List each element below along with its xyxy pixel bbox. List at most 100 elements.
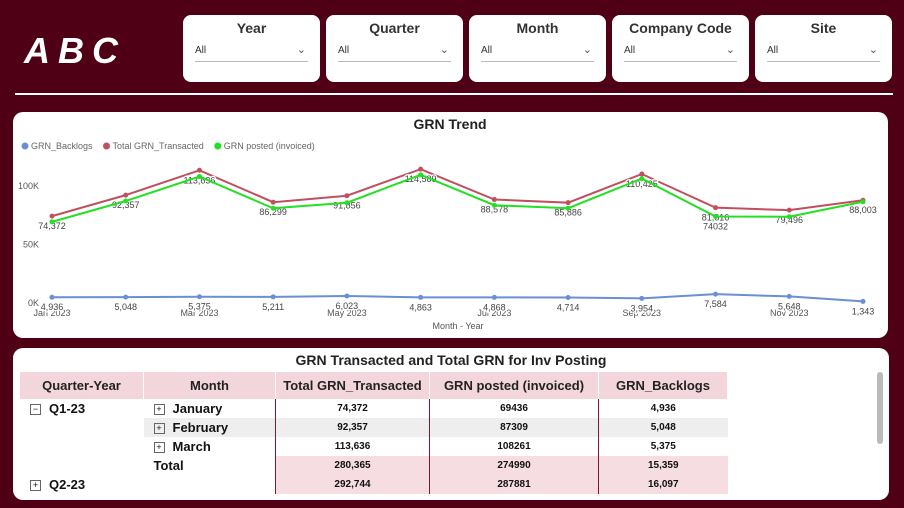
data-point	[123, 192, 129, 198]
cell-text: 274990	[497, 460, 531, 471]
data-point	[270, 294, 276, 300]
data-point	[713, 291, 719, 297]
slicer-label: Quarter	[369, 20, 420, 36]
column-header: Total GRN_Transacted	[275, 372, 430, 399]
cell-text: 87309	[500, 422, 528, 433]
text-cell[interactable]: + Q2-23	[20, 475, 144, 494]
data-point	[270, 205, 276, 211]
slicer-label: Month	[516, 20, 559, 36]
expand-toggle[interactable]: +	[153, 442, 165, 453]
slicer[interactable]: Year All ⌄	[183, 15, 320, 82]
data-label: 88,003	[849, 205, 877, 215]
number-cell: 16,097	[598, 475, 728, 494]
slicer-value: All	[195, 45, 207, 56]
cell-text: 74,372	[337, 403, 368, 414]
cell-text: Q1-23	[49, 401, 86, 416]
x-tick-label: Sep 2023	[623, 308, 662, 318]
y-tick-label: 50K	[23, 240, 39, 250]
text-cell	[20, 418, 144, 437]
column-header: Month	[143, 372, 276, 399]
cell-text: January	[172, 401, 223, 416]
data-point	[49, 219, 55, 225]
slicer[interactable]: Quarter All ⌄	[326, 15, 463, 82]
data-point	[786, 214, 792, 220]
data-label: 4,714	[557, 302, 580, 312]
number-cell: 69436	[429, 399, 599, 418]
slicer-dropdown[interactable]: All ⌄	[624, 41, 737, 62]
series-line	[51, 168, 864, 218]
data-label: 4,936	[41, 302, 64, 312]
table-row: Total 280,365 274990 15,359	[20, 456, 728, 475]
table-row: + March 113,636 108261 5,375	[20, 437, 728, 456]
data-label: 86,299	[259, 207, 287, 217]
data-label: 1,343	[852, 306, 875, 316]
chart: GRN Trend 0K 50K 100K Jan 2023 Mar 2023 May 20…	[18, 116, 878, 331]
x-tick-label: Nov 2023	[770, 308, 809, 318]
number-cell: 5,375	[598, 437, 728, 456]
text-cell[interactable]: + January	[144, 399, 276, 418]
data-point	[418, 294, 424, 300]
data-point	[49, 294, 55, 300]
data-point	[713, 214, 719, 220]
data-label: 113,636	[184, 175, 216, 185]
text-cell[interactable]: + March	[144, 437, 276, 456]
slicer-dropdown[interactable]: All ⌄	[338, 41, 451, 62]
legend-label: GRN_Backlogs	[31, 141, 93, 151]
slicer-value: All	[767, 45, 779, 56]
data-point	[639, 171, 645, 177]
text-cell	[20, 456, 144, 475]
divider	[15, 93, 893, 95]
series-line	[51, 173, 864, 223]
data-point	[418, 172, 424, 178]
number-cell: 113,636	[275, 437, 430, 456]
column-header: Quarter-Year	[20, 372, 144, 399]
slicer[interactable]: Company Code All ⌄	[612, 15, 749, 82]
column-header: GRN posted (invoiced)	[429, 372, 599, 399]
scrollbar[interactable]	[877, 372, 883, 444]
cell-text: February	[172, 420, 229, 435]
dropdown-arrow: ⌄	[439, 44, 449, 56]
y-tick-label: 0K	[28, 298, 39, 308]
cell-text: 108261	[497, 441, 531, 452]
x-tick-label: Jul 2023	[477, 308, 511, 318]
data-label: 3,954	[631, 303, 654, 313]
data-point	[565, 200, 571, 206]
data-point	[123, 198, 129, 204]
data-label: 92,357	[112, 200, 140, 210]
header-row: Quarter-Year Month Total GRN_Transacted GRN…	[20, 372, 728, 399]
cell-text: 15,359	[647, 460, 679, 471]
slicer[interactable]: Site All ⌄	[755, 15, 892, 82]
expand-toggle[interactable]: +	[30, 480, 41, 491]
cell-text: 287881	[497, 479, 531, 490]
number-cell: 108261	[429, 437, 599, 456]
number-cell: 74,372	[275, 399, 430, 418]
expand-toggle[interactable]: −	[30, 404, 41, 415]
cell-text: 280,365	[334, 460, 371, 471]
legend-label: GRN posted (invoiced)	[224, 141, 315, 151]
slicer-dropdown[interactable]: All ⌄	[195, 41, 308, 62]
expand-toggle[interactable]: +	[153, 423, 165, 434]
text-cell[interactable]: Total	[144, 456, 276, 475]
data-label: 5,375	[188, 302, 211, 312]
text-cell	[144, 475, 276, 494]
slicer-value: All	[624, 45, 636, 56]
series-line	[51, 293, 864, 303]
text-cell	[20, 437, 144, 456]
slicer-dropdown[interactable]: All ⌄	[481, 41, 594, 62]
data-label: 74,372	[38, 221, 66, 231]
text-cell[interactable]: + February	[143, 418, 276, 437]
expand-toggle[interactable]: +	[153, 404, 165, 415]
slicer-dropdown[interactable]: All ⌄	[767, 41, 880, 62]
x-tick-label: May 2023	[327, 308, 367, 318]
text-cell[interactable]: − Q1-23	[20, 399, 144, 418]
data-point	[491, 197, 497, 203]
data-point	[196, 294, 202, 300]
legend-label: Total GRN_Transacted	[113, 141, 204, 151]
slicer[interactable]: Month All ⌄	[469, 15, 606, 82]
data-point	[270, 199, 276, 205]
data-label: 114,589	[405, 174, 437, 184]
cell-text: March	[172, 439, 211, 454]
cell-text: 92,357	[337, 422, 368, 433]
table-row: − Q1-23 + January 74,372 69436 4,936	[20, 399, 728, 418]
